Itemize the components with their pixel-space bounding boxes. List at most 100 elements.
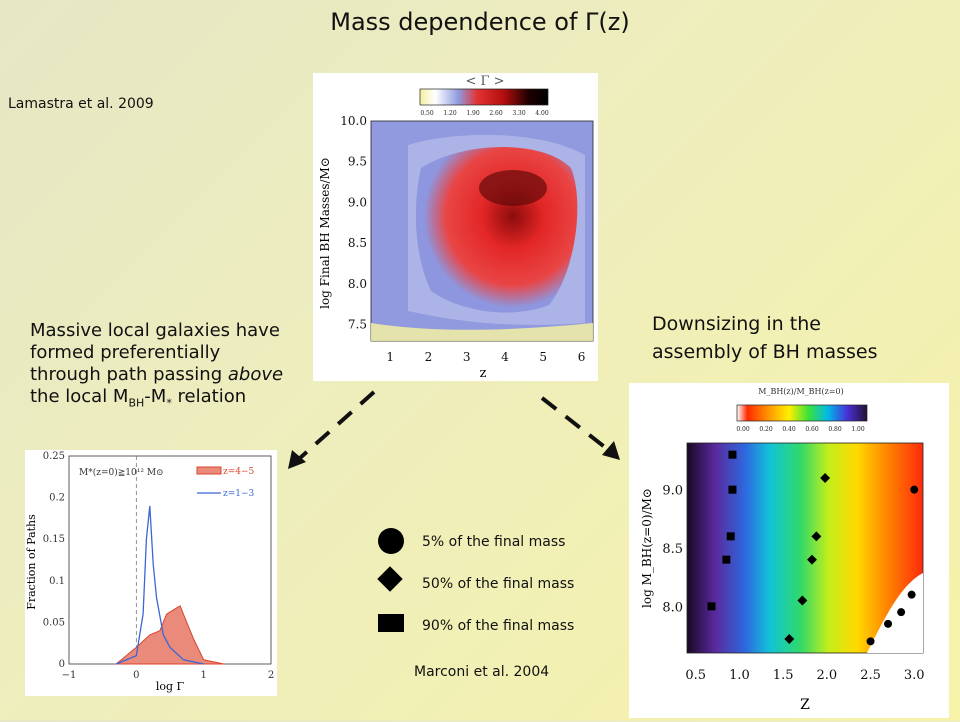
square-marker xyxy=(728,450,737,459)
note-left-line-1: Massive local galaxies have xyxy=(30,320,280,341)
square-marker xyxy=(728,485,737,494)
histogram-x-tick: 2 xyxy=(268,670,274,681)
diamond-marker xyxy=(784,634,795,644)
colorbar xyxy=(419,88,549,106)
x-tick-label: 6 xyxy=(578,350,586,364)
map-markers xyxy=(707,450,919,646)
histogram-y-tick: 0.2 xyxy=(49,493,65,504)
arrow-right-shaft xyxy=(540,396,608,450)
note-left-line-2: formed preferentially xyxy=(30,342,221,363)
map-y-label: log M_BH(z=0)/M⊙ xyxy=(640,488,654,608)
histogram-y-tick: 0.25 xyxy=(43,451,65,462)
y-tick-label: 9.0 xyxy=(348,195,367,209)
map-x-tick: 2.0 xyxy=(817,668,838,683)
arrow-right-head xyxy=(602,441,620,460)
x-tick-label: 5 xyxy=(539,350,547,364)
y-tick-label: 10.0 xyxy=(340,114,367,128)
slide-title: Mass dependence of Γ(z) xyxy=(330,8,630,36)
colorbar-title: < Γ > xyxy=(465,74,504,89)
note-left: Massive local galaxies have formed prefe… xyxy=(30,320,320,415)
circle-marker xyxy=(884,619,893,628)
map-x-tick: 1.0 xyxy=(729,668,750,683)
x-axis-label: z xyxy=(480,366,487,381)
y-tick-label: 9.5 xyxy=(348,155,367,169)
colorbar-tick-label: 1.90 xyxy=(466,110,480,117)
x-tick-label: 2 xyxy=(425,350,433,364)
colorbar-tick-label: 4.00 xyxy=(535,110,549,117)
map-colorbar-tick: 0.40 xyxy=(782,426,796,433)
histogram-figure: 0.25 0.2 0.15 0.1 0.05 0 −1 0 1 2 M*(z=0)≧10¹² M… xyxy=(25,450,277,696)
map-colorbar-tick: 0.60 xyxy=(805,426,819,433)
histogram-y-tick: 0.05 xyxy=(43,617,65,628)
heatmap-low-band xyxy=(371,323,593,341)
map-colorbar-tick: 0.80 xyxy=(828,426,842,433)
marker-label-90: 90% of the final mass xyxy=(422,618,575,634)
arrow-left-shaft xyxy=(298,390,376,460)
histogram-series-z13 xyxy=(115,505,204,665)
histogram-y-label: Fraction of Paths xyxy=(25,514,38,610)
circle-marker xyxy=(910,485,919,494)
note-left-line-3: through path passing above xyxy=(30,364,320,386)
legend-swatch-red xyxy=(196,466,222,475)
marker-label-50: 50% of the final mass xyxy=(422,576,575,592)
histogram-x-tick: 1 xyxy=(200,670,206,681)
diamond-marker xyxy=(797,595,808,606)
heatmap-figure: < Γ > 0.50 1.20 1.90 2.60 3.30 4.00 1 2 3 4 5 6 10… xyxy=(313,73,598,381)
map-colorbar-tick: 0.00 xyxy=(736,426,750,433)
histogram-x-tick: 0 xyxy=(133,670,139,681)
colorbar-tick-label: 1.20 xyxy=(443,110,457,117)
note-right-line-1: Downsizing in the xyxy=(652,313,821,335)
histogram-series-z45 xyxy=(114,605,225,665)
map-y-tick: 9.0 xyxy=(662,484,683,499)
y-tick-label: 8.5 xyxy=(348,236,367,250)
map-x-tick: 1.5 xyxy=(773,668,794,683)
note-left-text: relation xyxy=(171,386,247,407)
x-tick-label: 4 xyxy=(501,350,509,364)
legend-label-z13: z=1−3 xyxy=(223,489,255,499)
square-marker xyxy=(707,602,716,611)
note-right-line-2: assembly of BH masses xyxy=(652,341,878,363)
map-x-tick: 3.0 xyxy=(904,668,925,683)
map-colorbar xyxy=(736,404,868,422)
note-left-emphasis: above xyxy=(227,364,284,385)
y-tick-label: 7.5 xyxy=(348,318,367,332)
map-area xyxy=(686,442,924,654)
map-x-label: Z xyxy=(800,697,810,713)
colorbar-tick-label: 2.60 xyxy=(489,110,503,117)
histogram-x-label: log Γ xyxy=(156,680,185,693)
x-tick-label: 3 xyxy=(463,350,471,364)
citation-marconi: Marconi et al. 2004 xyxy=(414,664,550,680)
arrow-left-head xyxy=(288,450,306,469)
citation-lamastra: Lamastra et al. 2009 xyxy=(8,96,154,112)
marker-label-5: 5% of the final mass xyxy=(422,534,566,550)
legend-label-z45: z=4−5 xyxy=(223,467,255,477)
circle-marker xyxy=(897,608,906,617)
downsizing-figure: M_BH(z)/M_BH(z=0) 0.00 0.20 0.40 0.60 0.80 1.… xyxy=(629,383,949,718)
y-axis-label: log Final BH Masses/M⊙ xyxy=(318,157,332,309)
map-y-tick: 8.5 xyxy=(662,542,683,557)
map-colorbar-tick: 1.00 xyxy=(851,426,865,433)
map-x-tick: 2.5 xyxy=(860,668,881,683)
colorbar-tick-label: 0.50 xyxy=(420,110,434,117)
square-icon xyxy=(378,614,404,632)
subscript-bh: BH xyxy=(128,396,145,410)
note-left-text: the local M xyxy=(30,386,129,407)
note-left-text: through path passing xyxy=(30,364,228,385)
histogram-svg: 0.250.20.150.10.050 −1 0 1 2 M*(z=0)≧10¹² M… xyxy=(25,451,274,693)
heatmap-svg: < Γ > 0.50 1.20 1.90 2.60 3.30 4.00 1 2 3 4 5 6 10… xyxy=(318,74,594,381)
circle-marker xyxy=(907,590,916,599)
square-marker xyxy=(722,555,731,564)
histogram-y-tick: 0 xyxy=(59,659,65,670)
square-marker xyxy=(726,532,735,541)
circle-icon xyxy=(378,528,404,554)
colorbar-tick-label: 3.30 xyxy=(512,110,526,117)
map-colorbar-tick: 0.20 xyxy=(759,426,773,433)
heatmap-peak xyxy=(479,170,547,206)
x-tick-label: 1 xyxy=(386,350,394,364)
map-y-tick: 8.0 xyxy=(662,600,683,615)
note-left-line-4: the local MBH-M* relation xyxy=(30,386,320,415)
circle-marker xyxy=(866,637,875,646)
map-colorbar-title: M_BH(z)/M_BH(z=0) xyxy=(758,387,844,396)
histogram-y-tick: 0.15 xyxy=(43,534,65,545)
